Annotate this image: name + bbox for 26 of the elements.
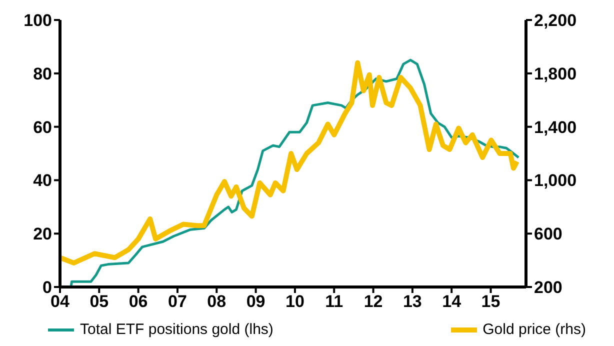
x-tick-label: 05: [90, 292, 109, 312]
y-tick-label: 80: [33, 64, 52, 84]
x-tick-label: 10: [285, 292, 304, 312]
x-tick-label: 06: [128, 292, 148, 312]
x-tick-label: 08: [207, 292, 226, 312]
y-tick-label: 60: [33, 118, 52, 137]
y2-tick-label: 600: [534, 224, 562, 244]
y2-tick-label: 1,400: [534, 118, 577, 137]
x-tick-label: 07: [168, 292, 187, 312]
y2-tick-label: 200: [534, 278, 562, 298]
x-tick-label: 15: [481, 292, 500, 312]
y-tick-label: 100: [24, 11, 52, 30]
legend-label: Total ETF positions gold (lhs): [80, 321, 274, 338]
y-tick-label: 40: [33, 171, 52, 190]
legend-label: Gold price (rhs): [482, 321, 586, 338]
x-tick-label: 04: [50, 292, 70, 312]
x-tick-label: 12: [364, 292, 383, 312]
y2-tick-label: 2,200: [534, 11, 577, 30]
x-tick-label: 13: [402, 292, 422, 312]
x-tick-label: 09: [246, 292, 266, 312]
y-tick-label: 20: [33, 224, 52, 244]
y-tick-label: 0: [42, 278, 52, 298]
y2-tick-label: 1,800: [534, 64, 577, 84]
x-tick-label: 11: [325, 292, 344, 312]
x-tick-label: 14: [442, 292, 462, 312]
y2-tick-label: 1,000: [534, 171, 577, 190]
